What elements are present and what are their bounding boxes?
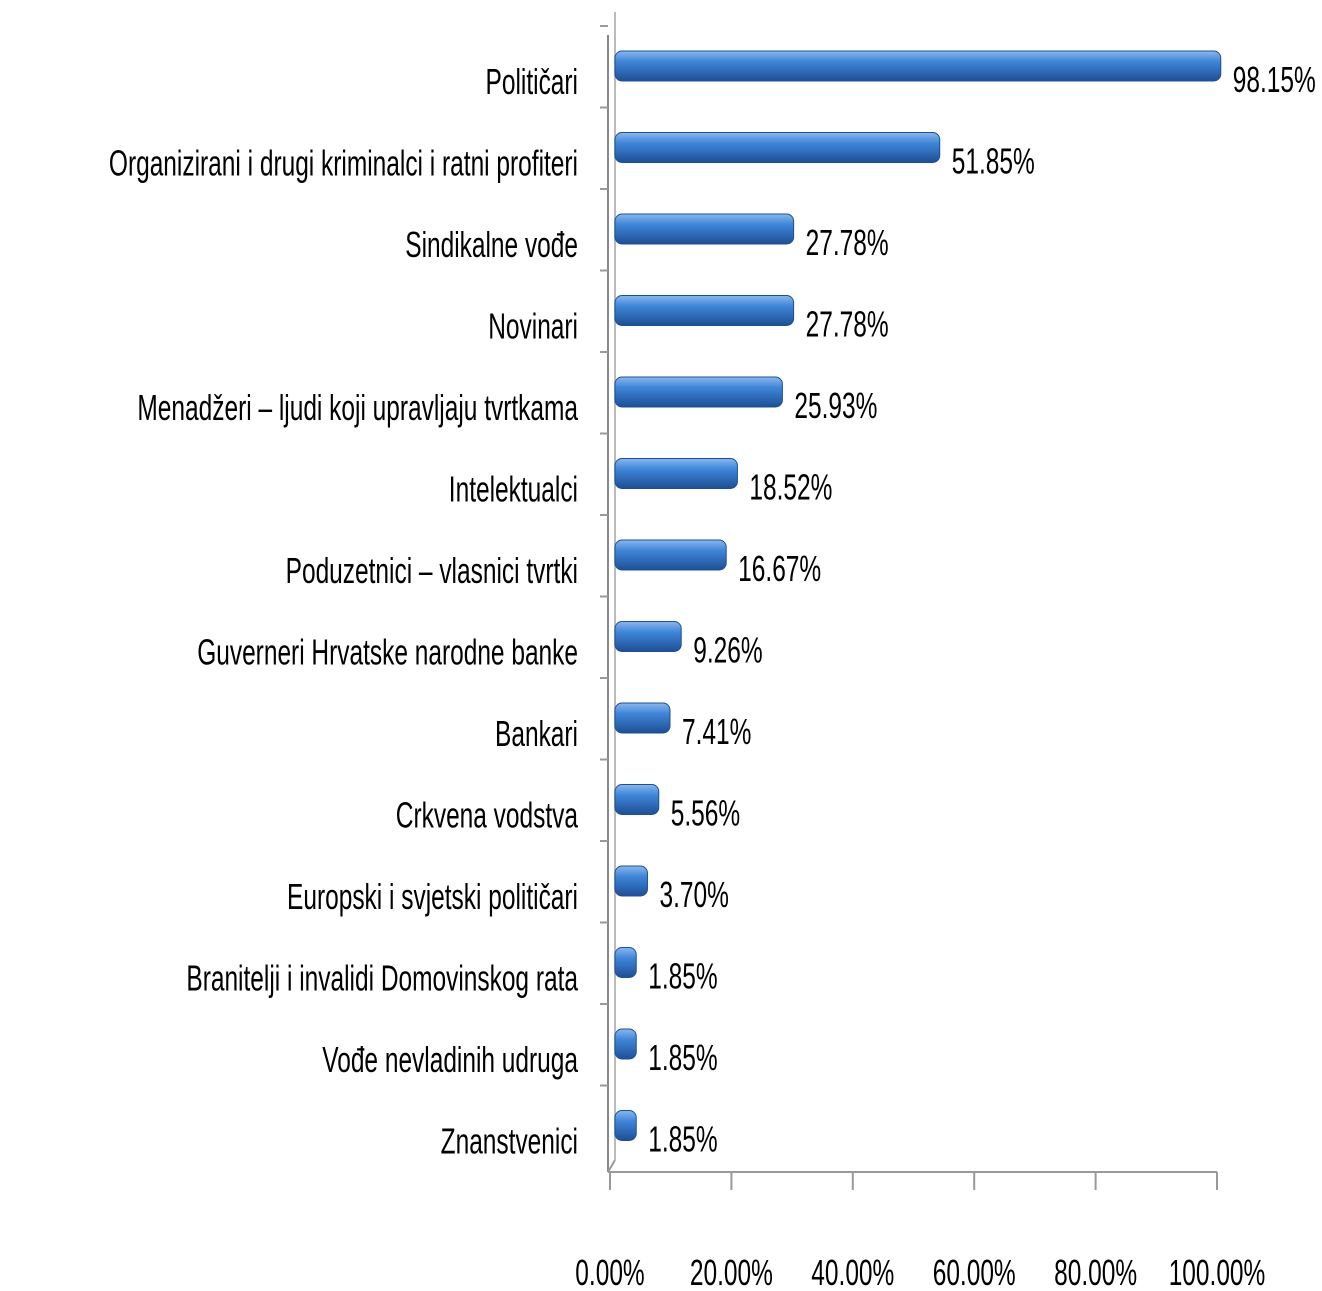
value-label-group: 98.15% — [1233, 59, 1316, 100]
value-label-group: 3.70% — [659, 874, 728, 915]
bar — [614, 784, 660, 815]
y-tick-label-group: Organizirani i drugi kriminalci i ratni … — [109, 143, 578, 184]
bar — [614, 539, 727, 571]
y-tick-label-group: Političari — [486, 61, 578, 102]
y-tick-label: Europski i svjetski političari — [287, 876, 578, 917]
value-label-group: 27.78% — [806, 304, 889, 345]
value-label-group: 1.85% — [648, 956, 717, 997]
y-tick-label: Političari — [486, 61, 578, 102]
y-tick-label-group: Bankari — [495, 713, 578, 754]
value-label: 27.78% — [806, 222, 889, 263]
value-label: 3.70% — [659, 874, 728, 915]
bar — [614, 865, 648, 897]
y-tick-label: Organizirani i drugi kriminalci i ratni … — [109, 143, 578, 184]
y-tick-label-group: Crkvena vodstva — [396, 795, 579, 836]
y-tick-label-group: Poduzetnici – vlasnici tvrtki — [286, 550, 578, 591]
y-tick-label-group: Branitelji i invalidi Domovinskog rata — [186, 958, 578, 999]
y-tick-label-group: Menadžeri – ljudi koji upravljaju tvrtka… — [137, 387, 578, 428]
y-tick-label: Bankari — [495, 713, 578, 754]
value-label: 27.78% — [806, 304, 889, 345]
value-label: 98.15% — [1233, 59, 1316, 100]
value-label: 5.56% — [671, 793, 740, 834]
value-label-group: 25.93% — [794, 385, 877, 426]
x-tick-label: 60.00% — [933, 1252, 1016, 1291]
bar — [614, 702, 671, 734]
y-tick-label: Branitelji i invalidi Domovinskog rata — [186, 958, 578, 999]
value-label-group: 5.56% — [671, 793, 740, 834]
value-label: 1.85% — [648, 956, 717, 997]
value-label: 7.41% — [682, 711, 751, 752]
x-tick-label-group: 100.00% — [1169, 1252, 1266, 1291]
bar — [614, 458, 738, 489]
y-tick-label: Sindikalne vođe — [405, 224, 578, 265]
x-tick-label-group: 20.00% — [690, 1252, 773, 1291]
y-tick-label-group: Intelektualci — [449, 469, 578, 510]
value-label: 51.85% — [952, 141, 1035, 182]
x-tick-label-group: 0.00% — [575, 1252, 644, 1291]
bar — [614, 376, 783, 408]
x-tick-label: 100.00% — [1169, 1252, 1266, 1291]
y-tick-label: Poduzetnici – vlasnici tvrtki — [286, 550, 578, 591]
y-tick-label: Guverneri Hrvatske narodne banke — [197, 632, 578, 673]
x-tick-label-group: 60.00% — [933, 1252, 1016, 1291]
bar — [614, 132, 941, 163]
axis-wall — [607, 12, 1217, 1173]
value-label-group: 7.41% — [682, 711, 751, 752]
x-tick-label-group: 40.00% — [811, 1252, 894, 1291]
y-tick-label: Menadžeri – ljudi koji upravljaju tvrtka… — [137, 387, 578, 428]
x-tick-label: 40.00% — [811, 1252, 894, 1291]
value-label: 18.52% — [749, 467, 832, 508]
value-label-group: 1.85% — [648, 1037, 717, 1078]
bar — [614, 947, 637, 978]
bar — [614, 1110, 637, 1141]
value-label: 1.85% — [648, 1119, 717, 1160]
y-tick-label: Intelektualci — [449, 469, 578, 510]
y-tick-label: Znanstvenici — [441, 1121, 578, 1162]
value-label: 1.85% — [648, 1037, 717, 1078]
value-label-group: 9.26% — [693, 630, 762, 671]
x-tick-label: 80.00% — [1054, 1252, 1137, 1291]
value-label: 25.93% — [794, 385, 877, 426]
x-tick-label: 0.00% — [575, 1252, 644, 1291]
x-tick-label-group: 80.00% — [1054, 1252, 1137, 1291]
bar — [614, 1028, 637, 1060]
y-tick-label-group: Znanstvenici — [441, 1121, 578, 1162]
y-tick-label-group: Vođe nevladinih udruga — [322, 1039, 578, 1080]
y-tick-label: Crkvena vodstva — [396, 795, 579, 836]
bar — [614, 50, 1222, 82]
x-tick-label: 20.00% — [690, 1252, 773, 1291]
bar — [614, 621, 682, 652]
value-label-group: 16.67% — [738, 548, 821, 589]
bar — [614, 295, 795, 326]
value-label-group: 18.52% — [749, 467, 832, 508]
value-label: 16.67% — [738, 548, 821, 589]
value-label-group: 51.85% — [952, 141, 1035, 182]
bar — [614, 213, 795, 245]
y-tick-label-group: Novinari — [488, 306, 578, 347]
value-label-group: 27.78% — [806, 222, 889, 263]
y-tick-label-group: Sindikalne vođe — [405, 224, 578, 265]
value-label-group: 1.85% — [648, 1119, 717, 1160]
y-tick-label-group: Europski i svjetski političari — [287, 876, 578, 917]
y-tick-label: Novinari — [488, 306, 578, 347]
y-tick-label-group: Guverneri Hrvatske narodne banke — [197, 632, 578, 673]
value-label: 9.26% — [693, 630, 762, 671]
y-tick-label: Vođe nevladinih udruga — [322, 1039, 578, 1080]
